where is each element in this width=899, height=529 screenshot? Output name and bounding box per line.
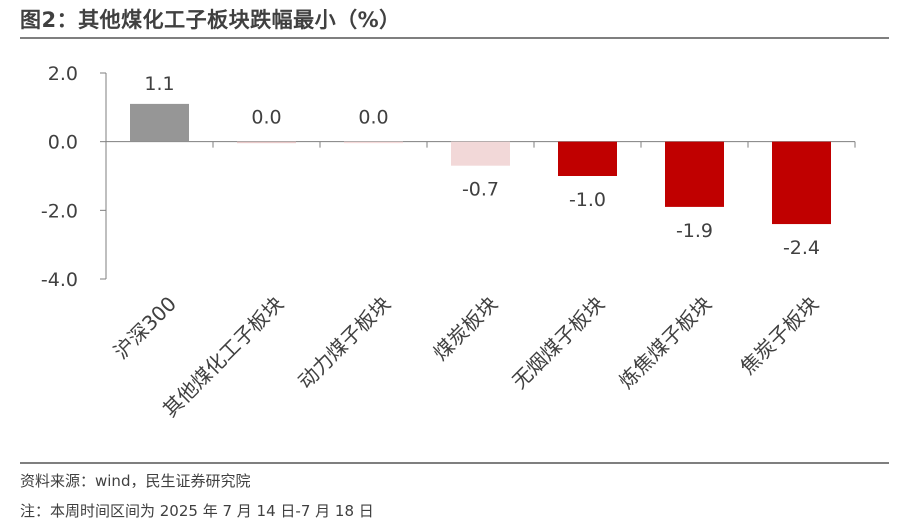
y-tick-label: 2.0 bbox=[48, 63, 78, 85]
category-label: 沪深300 bbox=[109, 292, 181, 364]
data-label: 1.1 bbox=[144, 73, 174, 95]
bar-4 bbox=[558, 141, 617, 176]
bar-0 bbox=[130, 103, 189, 142]
data-label: -0.7 bbox=[462, 179, 499, 201]
bar-3 bbox=[451, 141, 510, 166]
y-tick-label: -4.0 bbox=[41, 269, 78, 291]
data-label: 0.0 bbox=[358, 107, 388, 129]
footer-divider bbox=[20, 462, 889, 464]
y-tick-label: 0.0 bbox=[48, 132, 78, 154]
category-label: 炼焦煤子板块 bbox=[614, 292, 716, 394]
data-label: -1.0 bbox=[569, 189, 606, 211]
category-label: 动力煤子板块 bbox=[293, 292, 395, 394]
data-label: 0.0 bbox=[251, 107, 281, 129]
date-range-note: 注：本周时间区间为 2025 年 7 月 14 日-7 月 18 日 bbox=[20, 502, 374, 520]
category-label: 煤炭板块 bbox=[428, 292, 502, 366]
source-note: 资料来源：wind，民生证券研究院 bbox=[20, 472, 251, 490]
bar-2 bbox=[344, 141, 403, 144]
bar-5 bbox=[665, 141, 724, 207]
y-tick-label: -2.0 bbox=[41, 200, 78, 222]
bar-1 bbox=[237, 141, 296, 144]
category-label: 无烟煤子板块 bbox=[507, 292, 609, 394]
chart-title: 图2：其他煤化工子板块跌幅最小（%） bbox=[20, 8, 401, 32]
category-label: 焦炭子板块 bbox=[735, 292, 823, 380]
title-divider bbox=[20, 37, 889, 39]
data-label: -1.9 bbox=[676, 220, 713, 242]
bar-6 bbox=[772, 141, 831, 225]
data-label: -2.4 bbox=[783, 237, 820, 259]
